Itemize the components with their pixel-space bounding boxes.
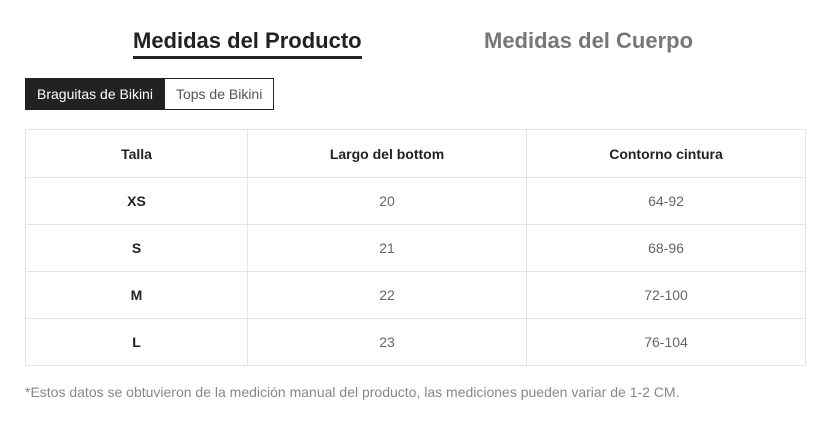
active-tab-underline <box>133 56 362 59</box>
table-row: XS 20 64-92 <box>25 177 806 225</box>
bottom-length-cell: 23 <box>247 318 527 366</box>
bottom-length-cell: 22 <box>247 271 527 319</box>
size-cell: M <box>25 271 248 319</box>
table-header-row: Talla Largo del bottom Contorno cintura <box>25 129 806 178</box>
table-row: M 22 72-100 <box>25 271 806 319</box>
tab-product-measurements[interactable]: Medidas del Producto <box>133 27 362 59</box>
column-header-waist: Contorno cintura <box>526 129 806 178</box>
tab-body-measurements[interactable]: Medidas del Cuerpo <box>484 27 693 55</box>
tab-product-measurements-label: Medidas del Producto <box>133 28 362 53</box>
waist-cell: 76-104 <box>526 318 806 366</box>
column-header-size: Talla <box>25 129 248 178</box>
waist-cell: 72-100 <box>526 271 806 319</box>
waist-cell: 64-92 <box>526 177 806 225</box>
table-row: S 21 68-96 <box>25 224 806 272</box>
size-cell: XS <box>25 177 248 225</box>
waist-cell: 68-96 <box>526 224 806 272</box>
measurement-disclaimer: *Estos datos se obtuvieron de la medició… <box>25 384 680 400</box>
tab-bikini-bottoms[interactable]: Braguitas de Bikini <box>25 78 165 110</box>
size-cell: L <box>25 318 248 366</box>
tab-body-measurements-label: Medidas del Cuerpo <box>484 28 694 53</box>
size-table: Talla Largo del bottom Contorno cintura … <box>25 129 806 366</box>
bottom-length-cell: 21 <box>247 224 527 272</box>
table-row: L 23 76-104 <box>25 318 806 366</box>
size-cell: S <box>25 224 248 272</box>
tab-bikini-tops[interactable]: Tops de Bikini <box>164 78 275 110</box>
product-category-tabs: Braguitas de Bikini Tops de Bikini <box>25 78 275 110</box>
bottom-length-cell: 20 <box>247 177 527 225</box>
column-header-bottom-length: Largo del bottom <box>247 129 527 178</box>
